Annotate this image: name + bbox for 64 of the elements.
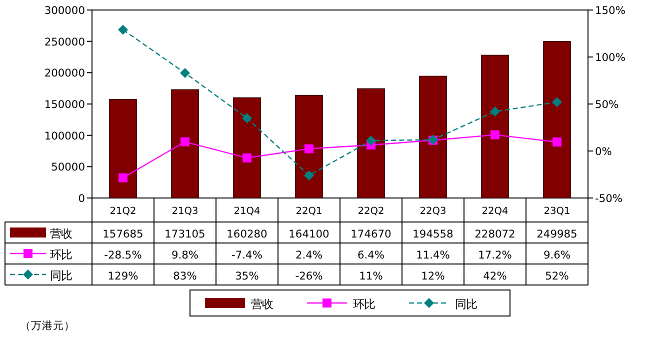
x-tick-label: 21Q4 [234, 206, 260, 217]
point [490, 106, 500, 117]
legend-label: 营收 [50, 226, 72, 240]
x-tick-label: 22Q1 [296, 206, 322, 217]
data-label: 157685 [102, 228, 144, 240]
y-tick-label: 300000 [44, 4, 86, 17]
text: 同比 [455, 297, 477, 311]
point [118, 24, 128, 35]
data-label: 52% [545, 270, 569, 282]
x-tick-label: 23Q1 [544, 206, 570, 217]
data-label: 83% [173, 270, 197, 282]
x-tick-label: 22Q2 [358, 206, 384, 217]
data-label: -28.5% [104, 248, 142, 262]
x-tick-label: 21Q3 [172, 206, 198, 217]
data-label: 164100 [288, 228, 330, 240]
data-label: 160280 [226, 228, 268, 240]
data-label: 249985 [536, 228, 578, 240]
x-tick-label: 22Q3 [420, 206, 446, 217]
data-label: 174670 [350, 228, 392, 240]
data-label: 228072 [474, 228, 516, 240]
data-label: 6.4% [357, 248, 385, 262]
x-tick-label: 21Q2 [110, 206, 136, 217]
data-label: 2.4% [295, 248, 323, 262]
data-label: 35% [235, 270, 259, 282]
point [304, 170, 314, 180]
point [490, 130, 500, 140]
data-label: 12% [421, 270, 445, 282]
point [366, 136, 376, 146]
point [304, 144, 314, 154]
y2-tick-label: 50% [595, 98, 619, 111]
data-label: 9.8% [171, 248, 199, 262]
data-label: 129% [108, 270, 138, 282]
point [552, 137, 562, 146]
legend-label: 同比 [50, 268, 72, 282]
y-tick-label: 50000 [51, 160, 86, 174]
point [242, 153, 252, 162]
data-label: 42% [483, 270, 507, 282]
data-label: 11.4% [416, 248, 450, 262]
y-tick-label: 150000 [44, 98, 86, 111]
point [242, 113, 252, 124]
y2-tick-label: 100% [595, 51, 626, 64]
text: （万港元） [20, 319, 75, 332]
y-tick-label: 200000 [44, 66, 86, 80]
data-label: 194558 [412, 228, 454, 240]
data-label: 173105 [164, 228, 206, 240]
text: 营收 [251, 297, 273, 311]
data-label: 17.2% [478, 248, 512, 262]
y2-tick-label: 0% [595, 145, 612, 158]
data-label: 9.6% [543, 248, 571, 262]
y-tick-label: 0 [78, 192, 86, 205]
y2-tick-label: -50% [595, 192, 623, 205]
y-tick-label: 100000 [44, 129, 86, 142]
data-label: -7.4% [232, 248, 262, 262]
point [180, 137, 190, 146]
point [552, 97, 562, 108]
y-tick-label: 250000 [44, 35, 86, 48]
x-tick-label: 22Q4 [482, 206, 508, 217]
point [118, 173, 128, 182]
data-label: -26% [295, 270, 323, 282]
legend-label: 环比 [50, 248, 72, 262]
data-label: 11% [359, 270, 383, 282]
text: 环比 [353, 297, 375, 311]
point [180, 68, 190, 78]
y2-tick-label: 150% [595, 4, 626, 17]
